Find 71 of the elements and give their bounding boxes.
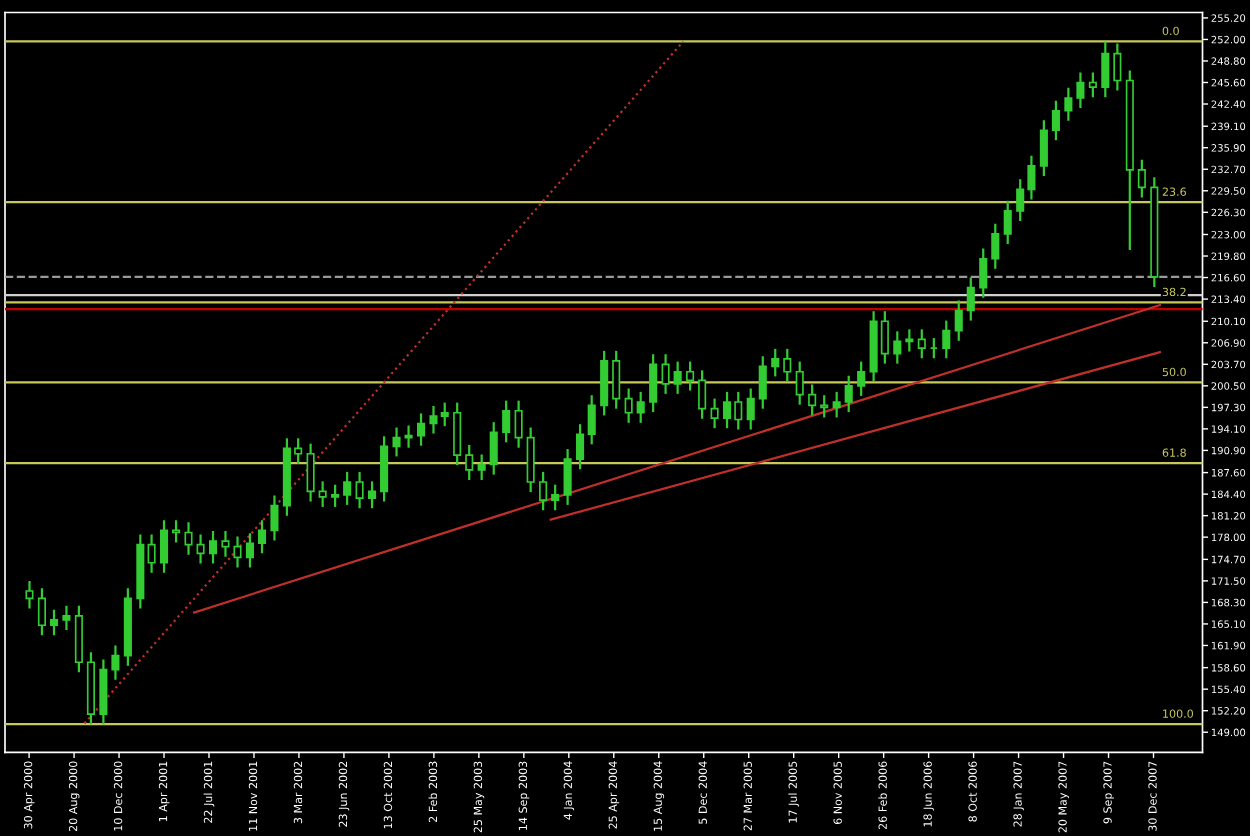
candlestick <box>686 360 695 392</box>
candlestick <box>111 644 120 681</box>
candlestick <box>698 369 707 420</box>
candlestick <box>489 421 498 476</box>
candlestick <box>612 349 621 410</box>
candlestick <box>1113 42 1122 92</box>
candlestick <box>465 443 474 482</box>
candlestick <box>245 532 255 569</box>
candlestick <box>758 355 767 410</box>
candlestick <box>526 426 535 494</box>
candlestick <box>1064 86 1073 122</box>
candlestick <box>587 394 596 446</box>
candlestick <box>208 530 218 565</box>
candlestick <box>196 533 205 565</box>
candlestick <box>954 299 963 342</box>
candlestick <box>942 319 951 360</box>
candlestick <box>563 447 572 506</box>
candlestick <box>673 360 682 396</box>
candlestick <box>392 426 401 458</box>
candlestick <box>771 347 780 378</box>
candlestick <box>991 222 1000 270</box>
candlestick <box>746 387 755 431</box>
candlestick <box>343 470 352 506</box>
candlestick <box>649 353 658 414</box>
candlestick <box>979 247 988 299</box>
candlestick <box>600 349 609 417</box>
candlestick <box>25 579 34 610</box>
candlestick <box>49 608 59 637</box>
candlestick <box>539 470 548 512</box>
candlestick <box>1039 119 1048 178</box>
candlestick <box>514 399 523 449</box>
candlestick <box>551 483 560 512</box>
candlestick <box>453 401 462 467</box>
candlestick <box>331 483 340 509</box>
candlestick <box>893 330 902 365</box>
candlestick <box>502 399 511 444</box>
candlestick <box>416 412 426 447</box>
candlestick <box>966 276 975 322</box>
candlestick <box>808 383 817 417</box>
candlestick <box>624 387 633 424</box>
candlestick <box>355 470 364 510</box>
candlestick <box>37 587 46 637</box>
candlestick <box>1051 99 1060 142</box>
candlestick <box>147 533 156 574</box>
candlestick <box>661 353 670 396</box>
candlestick <box>917 328 926 360</box>
candlestick <box>367 480 377 510</box>
candlestick <box>380 435 389 503</box>
candlestick <box>159 519 169 574</box>
candlestick <box>795 360 804 406</box>
candlestick <box>1076 71 1085 110</box>
candlestick <box>306 442 315 503</box>
candlestick <box>1101 40 1110 99</box>
candlestick <box>99 658 108 726</box>
candlestick <box>710 397 719 430</box>
candlestick <box>1088 71 1097 99</box>
candlestick <box>74 604 83 674</box>
candlestick <box>857 360 866 398</box>
candlestick <box>318 480 327 509</box>
candlestick <box>636 390 645 424</box>
candlestick <box>1137 158 1146 199</box>
candlestick <box>844 374 853 414</box>
candlestick <box>783 347 792 383</box>
candlestick <box>270 494 279 542</box>
candlestick <box>832 390 841 419</box>
candlestick <box>184 521 193 556</box>
candlestick <box>62 604 71 632</box>
candlestick <box>576 423 585 471</box>
candlestick <box>257 519 267 555</box>
candlestick <box>477 453 486 482</box>
candlestick <box>1003 199 1012 246</box>
